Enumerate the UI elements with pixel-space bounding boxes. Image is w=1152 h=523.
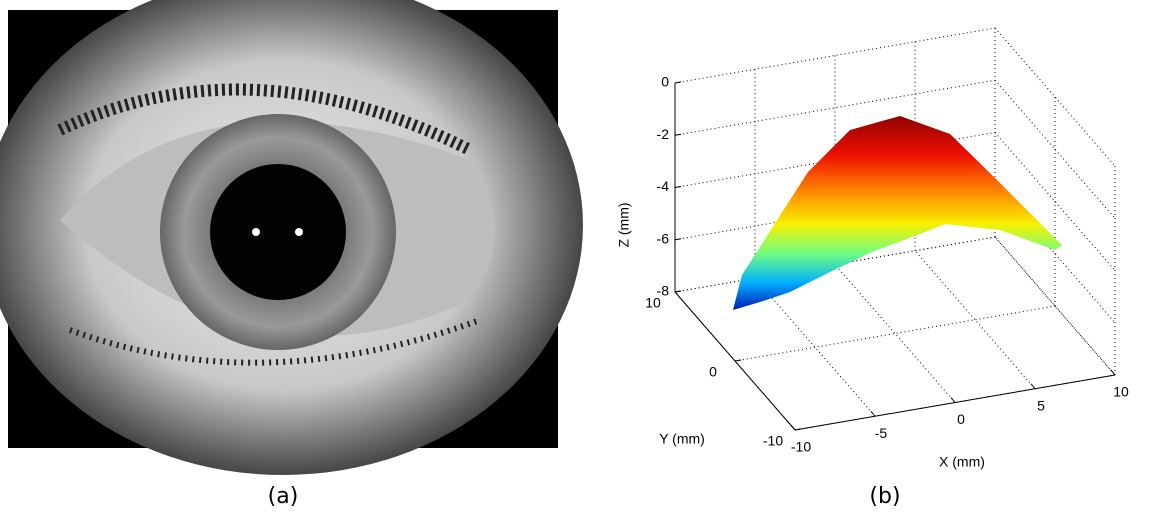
tick-mark	[735, 360, 741, 361]
x-tick-label: 10	[1113, 384, 1129, 400]
z-axis-label: Z (mm)	[616, 202, 632, 247]
caption: (b)	[869, 484, 900, 509]
y-tick-label: -10	[763, 433, 783, 449]
caption: (a)	[268, 484, 299, 509]
tick-mark	[675, 239, 681, 240]
x-tick-label: -5	[875, 425, 888, 441]
y-tick-label: 0	[709, 364, 717, 380]
z-tick-label: -4	[657, 178, 670, 194]
grid-line	[755, 278, 875, 416]
tick-mark	[1031, 384, 1035, 389]
eye-photo	[0, 0, 583, 475]
grid-line	[915, 251, 1035, 389]
surface	[733, 116, 1062, 310]
tick-mark	[871, 411, 875, 416]
x-tick-label: 5	[1037, 397, 1045, 413]
x-tick-label: 0	[957, 411, 965, 427]
y-tick-label: 10	[645, 295, 661, 311]
z-tick-label: -2	[657, 126, 670, 142]
tick-mark	[675, 82, 681, 83]
tick-mark	[1111, 370, 1115, 375]
x-axis-label: X (mm)	[939, 454, 985, 470]
grid-line	[835, 265, 955, 403]
x-tick-label: -10	[791, 439, 811, 455]
tick-mark	[795, 429, 801, 430]
figure: (a) (b) -8-6-4-20-10010-10-50510 Z (mm) …	[0, 0, 1152, 518]
page: (a) (b) -8-6-4-20-10010-10-50510 Z (mm) …	[0, 0, 1152, 518]
tick-mark	[951, 398, 955, 403]
tick-mark	[675, 291, 681, 292]
z-tick-label: 0	[661, 74, 669, 90]
z-tick-label: -6	[657, 230, 670, 246]
tick-mark	[675, 187, 681, 188]
tick-mark	[675, 134, 681, 135]
tick-mark	[791, 425, 795, 430]
y-axis-label: Y (mm)	[659, 431, 705, 447]
grid-line	[735, 306, 1055, 361]
